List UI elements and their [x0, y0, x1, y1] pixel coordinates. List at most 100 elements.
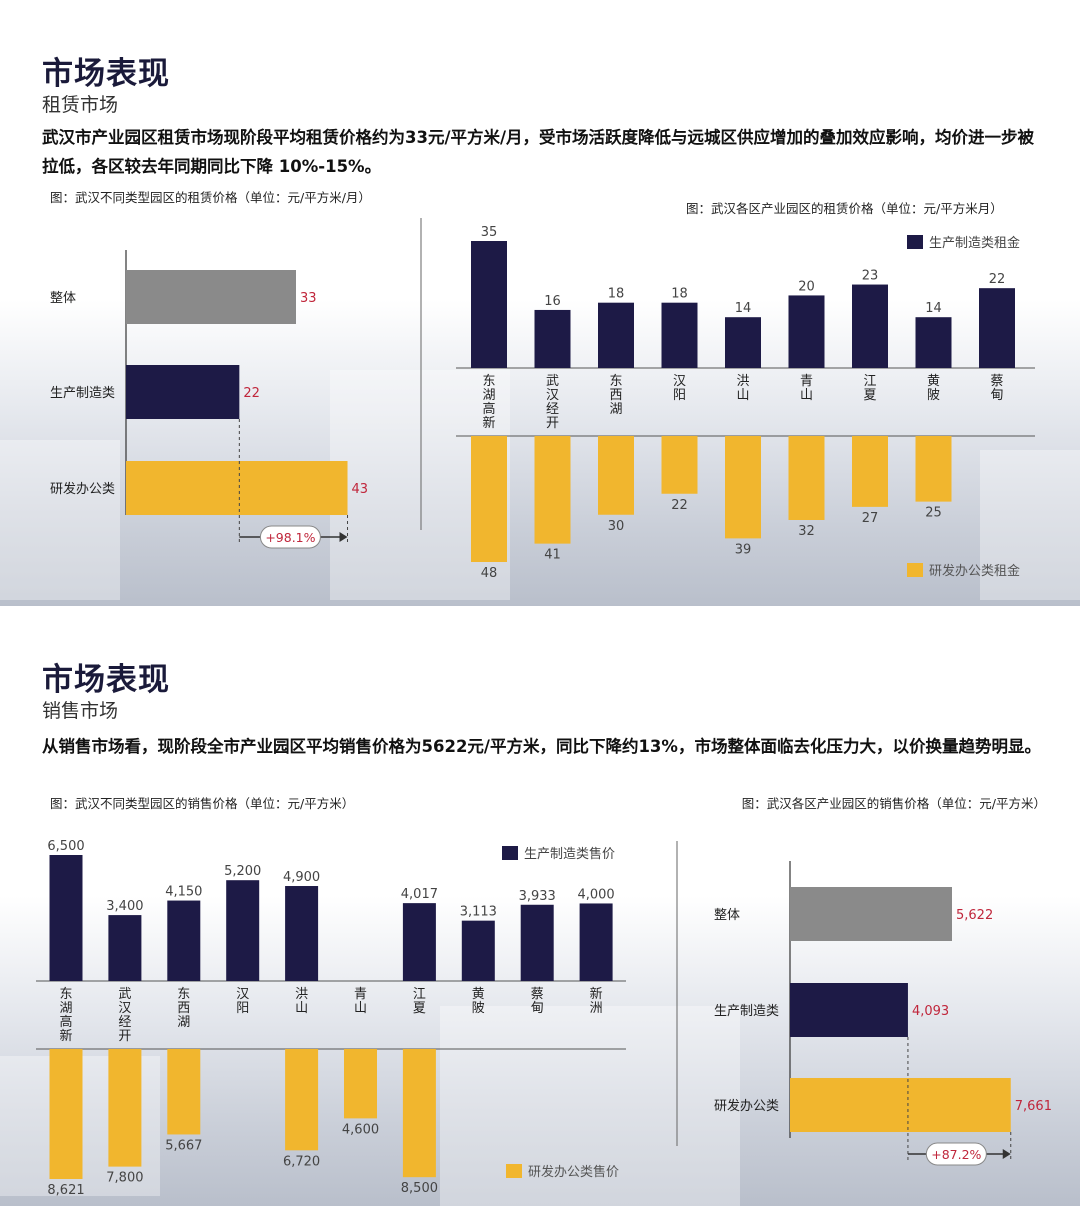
- annotation-label: +87.2%: [931, 1147, 981, 1162]
- bar-upper-汉阳: [226, 880, 260, 981]
- annotation-badge: [925, 1142, 987, 1166]
- value-label: 4,093: [912, 1004, 949, 1019]
- category-label: 汉阳: [673, 374, 686, 403]
- value-label: 7,800: [106, 1171, 143, 1186]
- value-label: 25: [925, 506, 942, 521]
- legend-label-upper: 生产制造类售价: [524, 846, 615, 862]
- bar-upper-青山: [788, 295, 825, 368]
- value-label: 3,113: [460, 905, 497, 920]
- sales-district-chart-caption: 图：武汉不同类型园区的销售价格（单位：元/平方米）: [50, 796, 355, 811]
- rental-panel: 市场表现 租赁市场 武汉市产业园区租赁市场现阶段平均租赁价格约为33元/平方米/…: [0, 56, 1080, 606]
- category-label: 东湖高新: [482, 374, 495, 431]
- bar-lower-东湖高新: [471, 436, 507, 562]
- value-label: 4,600: [342, 1122, 379, 1137]
- bar-upper-洪山: [285, 886, 319, 981]
- sales-subtitle: 销售市场: [42, 700, 119, 722]
- value-label: 14: [925, 301, 942, 316]
- bar-整体: [790, 887, 952, 941]
- value-label: 7,661: [1015, 1099, 1052, 1114]
- legend-label-lower: 研发办公类租金: [929, 563, 1020, 579]
- value-label: 18: [608, 287, 625, 302]
- value-label: 18: [671, 287, 688, 302]
- bar-整体: [126, 270, 296, 324]
- value-label: 22: [243, 386, 260, 401]
- category-label: 江夏: [863, 374, 876, 403]
- category-label: 黄陂: [927, 374, 940, 403]
- bar-lower-黄陂: [915, 436, 952, 502]
- bar-upper-蔡甸: [979, 288, 1015, 368]
- bar-lower-东西湖: [167, 1049, 201, 1135]
- category-label: 生产制造类: [50, 386, 115, 401]
- category-label: 黄陂: [472, 987, 485, 1016]
- category-label: 研发办公类: [714, 1098, 779, 1114]
- rental-district-chart-caption: 图：武汉各区产业园区的租赁价格（单位：元/平方米月）: [686, 201, 1003, 216]
- category-label: 洪山: [295, 987, 308, 1016]
- bar-upper-汉阳: [661, 302, 698, 368]
- legend-swatch-upper: [907, 235, 923, 249]
- annotation-badge: [259, 525, 321, 549]
- category-label: 东湖高新: [59, 987, 72, 1044]
- value-label: 4,017: [401, 887, 438, 902]
- category-label: 汉阳: [236, 987, 249, 1016]
- bar-lower-东湖高新: [49, 1049, 83, 1179]
- value-label: 33: [300, 291, 317, 306]
- value-label: 23: [862, 269, 879, 284]
- category-label: 蔡甸: [531, 987, 544, 1016]
- bar-lower-江夏: [402, 1049, 436, 1178]
- rental-type-chart: 整体 33 生产制造类 22 研发办公类 43 +98.1%: [50, 250, 369, 549]
- category-label: 整体: [50, 291, 76, 306]
- value-label: 5,622: [956, 908, 993, 923]
- value-label: 4,000: [577, 887, 614, 902]
- legend-swatch-upper: [502, 846, 518, 860]
- value-label: 8,621: [47, 1183, 84, 1198]
- bar-upper-江夏: [402, 903, 436, 981]
- bar-lower-洪山: [725, 436, 761, 539]
- bar-生产制造类: [790, 983, 908, 1037]
- bar-upper-黄陂: [461, 920, 495, 981]
- value-label: 4,900: [283, 870, 320, 885]
- category-label: 武汉经开: [118, 987, 131, 1044]
- bar-upper-洪山: [725, 317, 761, 368]
- bar-upper-江夏: [852, 284, 888, 368]
- bar-lower-武汉经开: [534, 436, 571, 544]
- value-label: 30: [608, 519, 625, 534]
- value-label: 14: [735, 301, 752, 316]
- value-label: 43: [352, 482, 369, 497]
- rental-title: 市场表现: [42, 56, 170, 92]
- value-label: 48: [481, 566, 498, 581]
- value-label: 22: [671, 498, 688, 513]
- category-label: 整体: [714, 908, 740, 923]
- value-label: 4,150: [165, 885, 202, 900]
- value-label: 6,720: [283, 1154, 320, 1169]
- rental-subtitle: 租赁市场: [42, 94, 119, 116]
- bar-生产制造类: [126, 365, 240, 419]
- rental-type-chart-caption: 图：武汉不同类型园区的租赁价格（单位：元/平方米/月）: [50, 190, 371, 205]
- value-label: 22: [989, 272, 1006, 287]
- bar-lower-洪山: [285, 1049, 319, 1151]
- value-label: 32: [798, 524, 815, 539]
- bar-lower-江夏: [852, 436, 888, 507]
- value-label: 5,200: [224, 864, 261, 879]
- bar-upper-武汉经开: [108, 915, 142, 981]
- value-label: 27: [862, 511, 879, 526]
- bar-upper-东湖高新: [49, 855, 83, 981]
- value-label: 3,400: [106, 899, 143, 914]
- rental-description: 武汉市产业园区租赁市场现阶段平均租赁价格约为33元/平方米/月，受市场活跃度降低…: [42, 128, 1035, 176]
- bar-lower-东西湖: [598, 436, 634, 515]
- value-label: 3,933: [519, 889, 556, 904]
- value-label: 35: [481, 225, 498, 240]
- category-label: 蔡甸: [990, 374, 1003, 403]
- value-label: 41: [544, 548, 561, 563]
- bar-upper-黄陂: [915, 317, 952, 368]
- value-label: 6,500: [47, 839, 84, 854]
- annotation-label: +98.1%: [265, 530, 315, 545]
- category-label: 研发办公类: [50, 481, 115, 497]
- bar-upper-蔡甸: [520, 904, 554, 981]
- bar-upper-东西湖: [598, 302, 634, 368]
- bar-lower-青山: [344, 1049, 377, 1119]
- legend-label-lower: 研发办公类售价: [528, 1164, 619, 1180]
- sales-district-chart: 6,500 8,621 东湖高新 3,400 7,800 武汉经开 4,150 5,667 东西…: [36, 839, 626, 1198]
- legend-label-upper: 生产制造类租金: [929, 235, 1020, 251]
- category-label: 洪山: [736, 374, 749, 403]
- bar-lower-汉阳: [661, 436, 698, 494]
